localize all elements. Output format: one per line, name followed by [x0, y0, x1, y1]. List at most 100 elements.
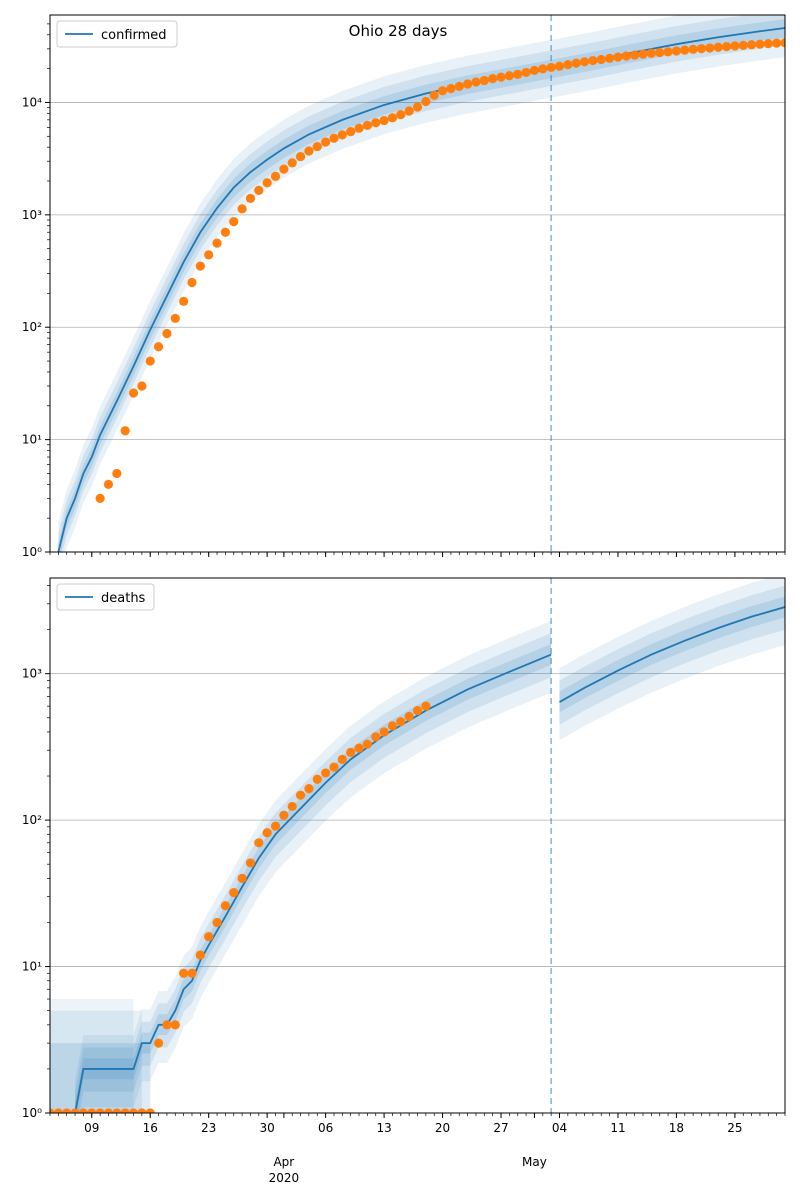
- x-tick-label-6: 20: [435, 1121, 450, 1135]
- plot-area: [50, 578, 785, 1113]
- observed-point-17: [237, 204, 247, 214]
- legend: deaths: [56, 583, 155, 611]
- observed-point-32: [312, 774, 322, 784]
- observed-point-14: [212, 238, 222, 248]
- observed-point-3: [120, 426, 130, 436]
- observed-point-42: [446, 83, 456, 94]
- y-tick-label-1: 10¹: [22, 433, 42, 447]
- observed-point-13: [204, 250, 214, 260]
- x-tick-label-0: 09: [84, 1121, 99, 1135]
- observed-point-34: [329, 762, 339, 772]
- observed-point-9: [120, 1108, 130, 1113]
- uncertainty-band-1-0: [75, 633, 552, 1113]
- observed-point-8: [162, 328, 172, 339]
- observed-point-32: [362, 120, 372, 130]
- observed-point-3: [70, 1108, 80, 1113]
- observed-point-66: [646, 48, 656, 58]
- observed-point-69: [671, 46, 682, 56]
- observed-point-81: [772, 38, 782, 48]
- x-tick-label-5: 13: [376, 1121, 391, 1135]
- uncertainty-band-0-1: [559, 578, 785, 741]
- observed-point-38: [412, 102, 423, 112]
- observed-point-41: [437, 86, 448, 96]
- observed-point-11: [187, 277, 197, 288]
- x-axis: 09 16 23 30 06 13 20 27 04 11 18 25 Apr 2020 May: [84, 1121, 742, 1185]
- x-tick-label-11: 25: [727, 1121, 742, 1135]
- observed-point-31: [354, 123, 364, 133]
- observed-point-4: [78, 1108, 89, 1113]
- observed-point-28: [329, 133, 339, 143]
- observed-point-63: [621, 51, 631, 61]
- observed-point-77: [738, 40, 748, 50]
- observed-point-39: [421, 96, 431, 107]
- legend-label: deaths: [101, 591, 146, 606]
- x-tick-label-2: 23: [201, 1121, 216, 1135]
- observed-point-49: [504, 71, 514, 81]
- legend-box: [56, 20, 178, 48]
- observed-point-31: [304, 784, 314, 794]
- x-tick-label-10: 18: [669, 1121, 684, 1135]
- observed-point-15: [220, 227, 230, 237]
- y-tick-label-0: 10⁰: [22, 545, 42, 559]
- early-band-2: [50, 999, 134, 1113]
- observed-point-34: [379, 115, 389, 126]
- y-tick-label-3: 10³: [22, 667, 42, 681]
- observed-point-40: [379, 727, 389, 737]
- observed-point-2: [62, 1108, 72, 1113]
- observed-point-55: [554, 61, 565, 71]
- observed-point-50: [513, 69, 523, 79]
- model-line-0: [74, 653, 552, 1113]
- y-tick-label-4: 10⁴: [22, 95, 42, 109]
- observed-point-82: [780, 38, 785, 48]
- observed-point-61: [605, 53, 615, 63]
- observed-point-19: [254, 185, 264, 195]
- legend-box: [56, 583, 155, 611]
- observed-point-28: [279, 810, 289, 820]
- observed-point-67: [655, 47, 665, 58]
- observed-point-76: [730, 41, 740, 51]
- observed-point-44: [463, 79, 473, 89]
- y-tick-label-2: 10²: [22, 813, 42, 827]
- y-tick-label-1: 10¹: [22, 960, 42, 974]
- x-tick-label-4: 06: [318, 1121, 333, 1135]
- observed-point-46: [479, 75, 489, 86]
- observed-point-22: [279, 164, 289, 174]
- y-tick-label-0: 10⁰: [22, 1106, 42, 1120]
- observed-point-6: [145, 356, 155, 366]
- observed-point-18: [195, 950, 205, 960]
- observed-point-17: [187, 968, 197, 978]
- observed-point-37: [404, 106, 414, 116]
- observed-point-43: [454, 81, 464, 91]
- x-month-label-0: Apr: [273, 1155, 294, 1169]
- observed-point-64: [630, 50, 640, 60]
- observed-point-41: [387, 721, 398, 731]
- uncertainty-band-0-0: [75, 620, 552, 1113]
- observed-point-9: [170, 313, 180, 323]
- observed-point-52: [529, 65, 540, 75]
- observed-point-80: [763, 38, 773, 49]
- observed-point-71: [688, 44, 698, 54]
- x-tick-label-1: 16: [143, 1121, 158, 1135]
- uncertainty-band-1-1: [559, 585, 785, 725]
- observed-point-10: [179, 296, 189, 306]
- observed-point-2: [112, 468, 122, 479]
- observed-point-27: [321, 137, 331, 147]
- observed-point-75: [721, 42, 732, 52]
- observed-point-36: [346, 747, 356, 757]
- observed-point-65: [638, 49, 648, 59]
- uncertainty-band-2-1: [559, 596, 785, 713]
- x-tick-label-7: 27: [493, 1121, 508, 1135]
- observed-point-10: [128, 1108, 139, 1113]
- observed-point-36: [396, 109, 406, 120]
- observed-point-7: [103, 1108, 114, 1113]
- observed-point-78: [746, 40, 757, 50]
- observed-point-14: [162, 1020, 172, 1030]
- y-tick-label-2: 10²: [22, 320, 42, 334]
- x-tick-label-3: 30: [260, 1121, 275, 1135]
- observed-point-42: [396, 717, 406, 727]
- legend: confirmed: [56, 20, 178, 48]
- figure-title: Ohio 28 days: [349, 22, 448, 40]
- observed-point-30: [346, 127, 356, 137]
- x-tick-label-9: 11: [610, 1121, 625, 1135]
- observed-point-16: [229, 217, 239, 227]
